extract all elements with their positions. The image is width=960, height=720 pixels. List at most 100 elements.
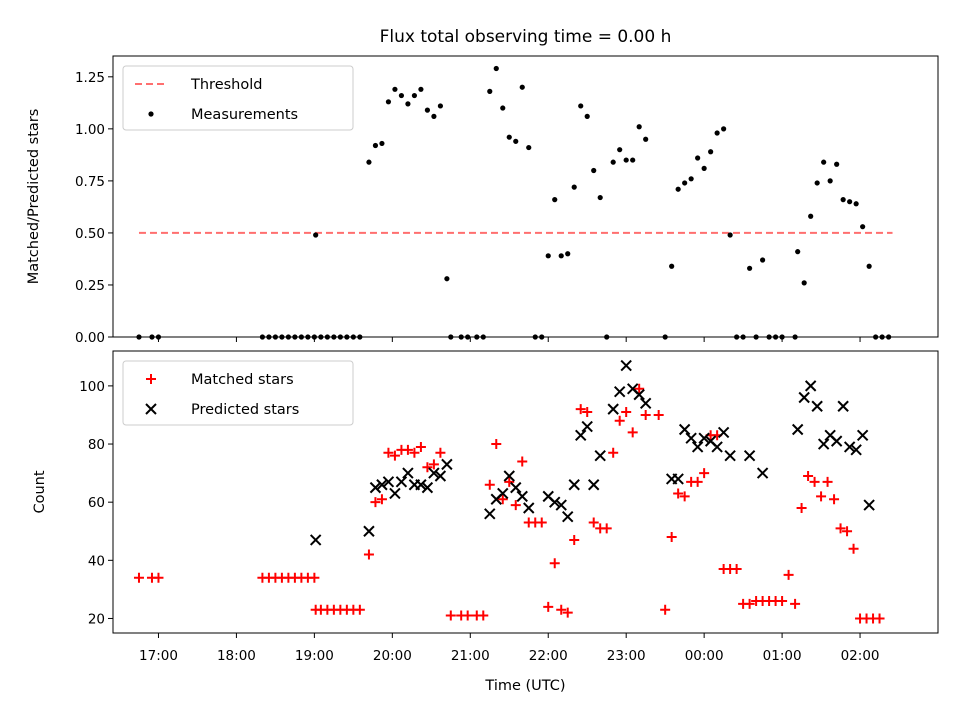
- measurement-point: [827, 178, 833, 184]
- matched-star-point: [370, 497, 381, 508]
- x-tick-label: 01:00: [763, 648, 802, 664]
- predicted-star-point: [711, 441, 723, 453]
- y-tick-label: 1.00: [75, 122, 105, 138]
- measurement-point: [584, 113, 590, 119]
- measurement-point: [853, 201, 859, 207]
- predicted-star-point: [549, 496, 561, 508]
- predicted-star-point: [562, 511, 574, 523]
- matched-star-point: [744, 598, 755, 609]
- measurement-point: [437, 103, 444, 109]
- matched-star-point: [562, 607, 573, 618]
- predicted-star-point: [594, 449, 606, 462]
- matched-star-point: [478, 610, 489, 621]
- measurement-point: [366, 159, 372, 165]
- matched-star-point: [582, 407, 593, 418]
- y-tick-label: 40: [88, 553, 105, 569]
- measurement-point: [801, 280, 807, 286]
- x-tick-label: 22:00: [529, 648, 568, 664]
- x-tick-label: 17:00: [139, 648, 178, 664]
- measurement-point: [500, 105, 506, 111]
- y-tick-label: 80: [88, 437, 105, 453]
- matched-star-point: [692, 476, 703, 487]
- predicted-star-point: [588, 479, 600, 491]
- matched-star-point: [409, 447, 420, 458]
- measurement-point: [487, 88, 493, 94]
- predicted-star-point: [555, 499, 567, 511]
- predicted-star-point: [523, 502, 535, 514]
- predicted-star-point: [830, 435, 843, 447]
- measurement-point: [623, 157, 629, 163]
- matched-star-point: [428, 459, 439, 470]
- matched-star-point: [588, 517, 599, 528]
- predicted-star-point: [484, 508, 496, 520]
- measurement-point: [424, 107, 431, 113]
- matched-star-point: [422, 462, 433, 473]
- legend-entry-label: Matched stars: [191, 372, 294, 388]
- matched-star-point: [153, 572, 164, 583]
- measurement-point: [636, 124, 642, 130]
- measurement-point: [558, 253, 564, 259]
- predicted-star-point: [798, 391, 810, 404]
- measurement-point: [372, 142, 379, 149]
- x-tick-label: 02:00: [841, 648, 880, 664]
- y-tick-label: 1.25: [75, 70, 105, 86]
- matched-star-point: [556, 604, 567, 615]
- matched-star-point: [354, 604, 365, 615]
- measurement-point: [643, 136, 649, 142]
- measurement-point: [834, 161, 840, 167]
- matched-star-point: [634, 383, 645, 394]
- y-axis-label-top: Matched/Predicted stars: [26, 109, 42, 285]
- matched-star-point: [673, 488, 684, 499]
- measurement-point: [379, 140, 385, 147]
- measurement-point: [701, 165, 707, 171]
- matched-star-point: [549, 558, 560, 569]
- predicted-star-point: [441, 458, 453, 471]
- predicted-star-point: [756, 467, 769, 479]
- matched-star-point: [504, 476, 515, 487]
- measurement-point: [385, 99, 392, 105]
- bottom-plot-frame: [112, 350, 939, 634]
- predicted-star-point: [817, 438, 830, 450]
- matched-star-point: [816, 491, 827, 502]
- predicted-star-point: [607, 403, 619, 415]
- measurement-point: [860, 224, 866, 230]
- measurement-point: [506, 134, 512, 140]
- measurement-point: [597, 194, 603, 201]
- matched-star-point: [569, 534, 580, 545]
- predicted-star-point: [568, 479, 580, 491]
- matched-star-point: [803, 471, 814, 482]
- predicted-star-point: [516, 490, 528, 503]
- measurement-point: [688, 176, 694, 182]
- matched-star-point: [383, 447, 394, 458]
- matched-star-point: [679, 491, 690, 502]
- predicted-star-point: [791, 423, 804, 436]
- matched-star-point: [510, 500, 521, 511]
- top-plot-frame: [112, 55, 939, 338]
- measurement-point: [675, 186, 681, 192]
- predicted-star-point: [309, 534, 322, 546]
- chart-title: Flux total observing time = 0.00 h: [380, 27, 672, 47]
- legend-matched-swatch: [146, 374, 156, 384]
- predicted-star-point: [724, 449, 736, 462]
- measurement-point: [398, 92, 405, 99]
- legend-entry-label: Threshold: [190, 77, 262, 93]
- measurement-point: [411, 92, 418, 99]
- matched-star-point: [376, 494, 387, 505]
- matched-star-point: [389, 450, 400, 461]
- measurement-point: [610, 159, 616, 165]
- measurement-point: [545, 253, 551, 259]
- measurement-point: [814, 180, 820, 186]
- bottom-legend: Matched stars Predicted stars: [122, 360, 354, 426]
- predicted-star-point: [633, 388, 645, 401]
- top-legend: Threshold Measurements: [122, 65, 354, 131]
- predicted-star-point: [434, 470, 447, 482]
- matched-star-point: [363, 549, 374, 560]
- matched-star-point: [874, 613, 885, 624]
- matched-star-point: [653, 409, 664, 420]
- x-tick-label: 21:00: [451, 648, 490, 664]
- predicted-star-point: [678, 423, 691, 436]
- matched-star-point: [699, 468, 710, 479]
- predicted-star-point: [363, 525, 375, 537]
- measurement-point: [747, 265, 753, 271]
- matched-star-point: [777, 596, 788, 607]
